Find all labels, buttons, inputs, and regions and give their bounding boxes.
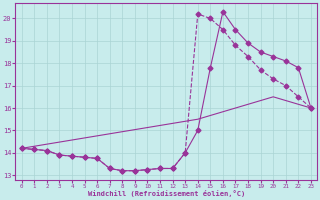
- X-axis label: Windchill (Refroidissement éolien,°C): Windchill (Refroidissement éolien,°C): [88, 190, 245, 197]
